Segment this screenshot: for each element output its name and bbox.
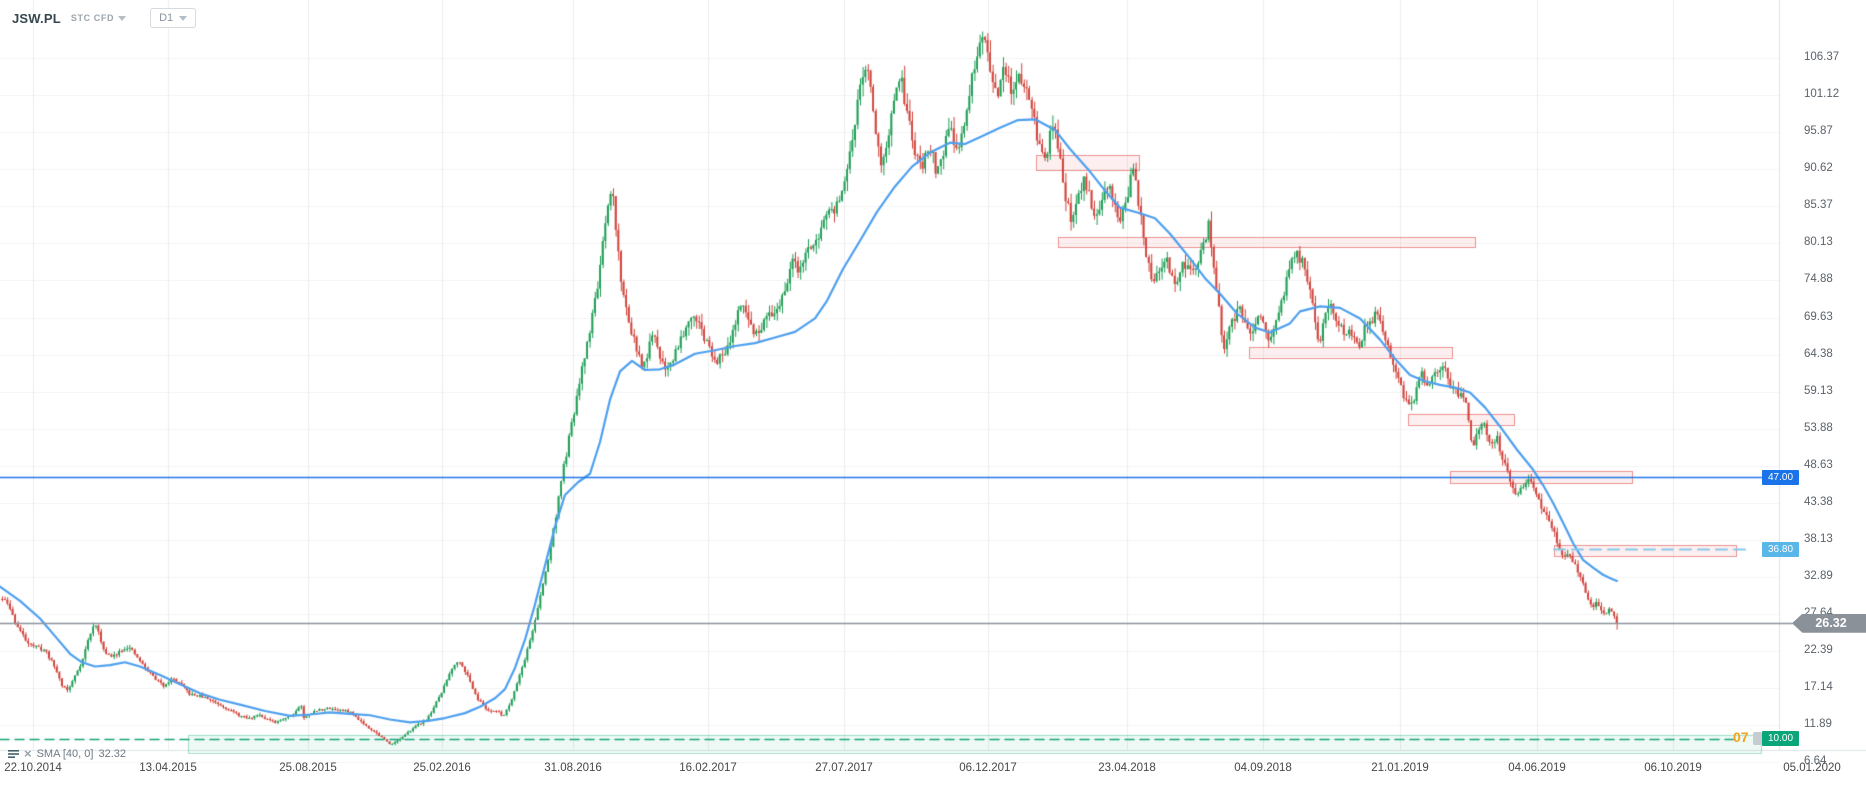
chevron-down-icon	[179, 15, 188, 21]
y-axis-label: 74.88	[1804, 273, 1833, 286]
indicator-name: SMA [40, 0]	[36, 748, 94, 760]
x-axis-label: 06.10.2019	[1644, 762, 1702, 774]
y-axis-label: 32.89	[1804, 569, 1833, 582]
x-axis-label: 05.01.2020	[1783, 762, 1841, 774]
chevron-down-icon	[118, 15, 127, 21]
x-axis-label: 31.08.2016	[544, 762, 602, 774]
price-level-badge-36-80[interactable]: 36.80	[1762, 541, 1799, 557]
x-axis-label: 25.08.2015	[279, 762, 337, 774]
y-axis-label: 106.37	[1804, 51, 1840, 64]
x-axis-label: 22.10.2014	[4, 762, 62, 774]
x-axis-label: 21.01.2019	[1371, 762, 1429, 774]
y-axis-label: 22.39	[1804, 644, 1833, 657]
y-axis-label: 85.37	[1804, 199, 1833, 212]
order-icon	[1753, 732, 1762, 745]
chart-header: JSW.PL STC CFD D1	[12, 8, 197, 28]
symbol-label: JSW.PL	[12, 10, 61, 26]
y-axis-label: 48.63	[1804, 458, 1833, 471]
market-type-dropdown[interactable]: STC CFD	[70, 13, 127, 23]
market-type-label: STC CFD	[70, 13, 115, 23]
x-axis-label: 16.02.2017	[679, 762, 737, 774]
x-axis-label: 04.09.2018	[1234, 762, 1292, 774]
timeframe-label: D1	[159, 12, 174, 24]
y-axis-label: 101.12	[1804, 88, 1840, 101]
y-axis-label: 80.13	[1804, 236, 1833, 249]
timeframe-button[interactable]: D1	[150, 8, 197, 28]
y-axis-label: 17.14	[1804, 681, 1833, 694]
y-axis-label: 11.89	[1804, 718, 1832, 731]
y-axis-label: 59.13	[1804, 384, 1833, 397]
y-axis-label: 64.38	[1804, 347, 1833, 360]
indicator-legend: × SMA [40, 0] 32.32	[8, 746, 126, 761]
x-axis-label: 06.12.2017	[959, 762, 1017, 774]
y-axis-label: 69.63	[1804, 310, 1833, 323]
price-level-badge-10[interactable]: 10.00	[1762, 730, 1799, 746]
y-axis-label: 43.38	[1804, 495, 1833, 508]
indicator-settings-icon[interactable]	[8, 749, 19, 759]
x-axis-label: 25.02.2016	[413, 762, 471, 774]
x-axis-label: 23.04.2018	[1098, 762, 1156, 774]
x-axis-label: 27.07.2017	[815, 762, 873, 774]
last-price-badge: 26.32	[1792, 613, 1866, 633]
y-axis-label: 95.87	[1804, 125, 1833, 138]
y-axis-label: 38.13	[1804, 532, 1833, 545]
y-axis-label: 90.62	[1804, 162, 1833, 175]
x-axis-label: 13.04.2015	[139, 762, 197, 774]
pending-order-marker[interactable]: 07	[1733, 729, 1749, 745]
x-axis-label: 04.06.2019	[1508, 762, 1566, 774]
indicator-value: 32.32	[98, 748, 126, 760]
price-level-badge-47[interactable]: 47.00	[1762, 469, 1799, 485]
remove-indicator-icon[interactable]: ×	[24, 746, 32, 761]
y-axis-label: 6.64	[1804, 755, 1827, 768]
y-axis-label: 53.88	[1804, 421, 1833, 434]
